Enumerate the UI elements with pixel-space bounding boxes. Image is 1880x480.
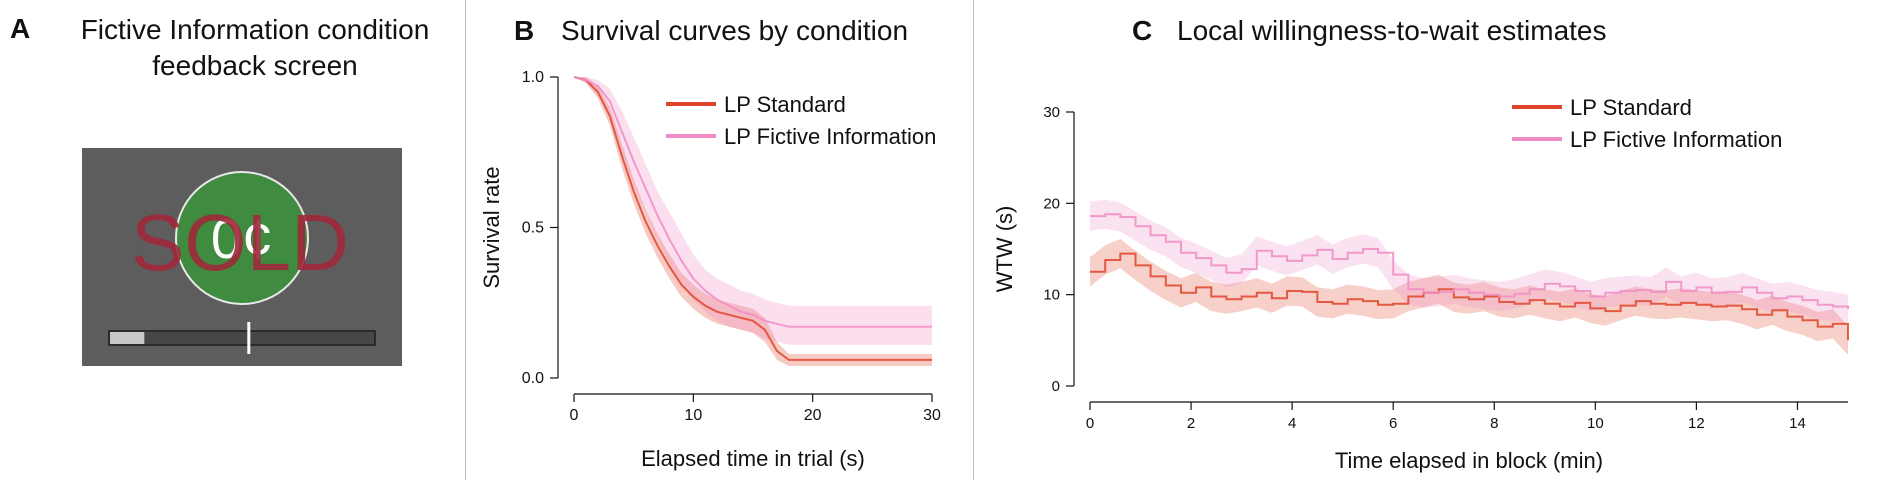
feedback-screen-illustration: 0¢ SOLD <box>82 148 402 366</box>
panel-a: A Fictive Information condition feedback… <box>0 0 465 480</box>
survival-y-tick-label: 1.0 <box>522 69 544 86</box>
wtw-x-tick-label: 2 <box>1187 415 1195 432</box>
wtw-line-1 <box>1090 213 1849 310</box>
wtw-y-tick-label: 30 <box>1043 104 1060 121</box>
panel-a-label: A <box>10 13 31 44</box>
wtw-legend-label-0: LP Standard <box>1570 95 1692 120</box>
survival-line-1 <box>573 76 932 328</box>
wtw-y-tick-label: 0 <box>1052 378 1060 395</box>
wtw-chart: 0 2 4 6 8 10 12 14 0 10 20 30 Time elapsed in block … <box>992 95 1849 473</box>
survival-legend-label-1: LP Fictive Information <box>724 124 936 149</box>
divider-b-c <box>973 0 974 480</box>
progress-fill <box>110 332 145 344</box>
panel-c: C Local willingness-to-wait estimates 0 2… <box>974 0 1880 480</box>
wtw-y-tick-label: 10 <box>1043 287 1060 304</box>
survival-x-tick-label: 30 <box>923 407 941 424</box>
coin-circle <box>175 171 309 305</box>
wtw-x-tick-label: 0 <box>1086 415 1094 432</box>
panel-c-label: C <box>1132 15 1153 46</box>
wtw-x-tick-label: 14 <box>1789 415 1806 432</box>
survival-y-tick-label: 0.0 <box>522 370 544 387</box>
time-marker <box>247 322 251 354</box>
wtw-x-tick-label: 10 <box>1587 415 1604 432</box>
wtw-x-tick-label: 4 <box>1288 415 1296 432</box>
coin-value: 0¢ <box>211 207 273 270</box>
wtw-x-axis-label: Time elapsed in block (min) <box>1335 448 1603 473</box>
survival-y-axis-label: Survival rate <box>479 166 504 288</box>
panel-b-title: Survival curves by condition <box>561 15 909 46</box>
panel-a-title: Fictive Information condition feedback s… <box>50 12 460 84</box>
panel-b-label: B <box>514 15 535 46</box>
wtw-x-tick-label: 12 <box>1688 415 1705 432</box>
survival-line-0 <box>573 76 932 361</box>
survival-band-1 <box>574 77 932 345</box>
panel-c-title: Local willingness-to-wait estimates <box>1177 15 1607 46</box>
wtw-x-tick-label: 6 <box>1389 415 1397 432</box>
wtw-y-axis-label: WTW (s) <box>992 206 1017 293</box>
wtw-x-tick-label: 8 <box>1490 415 1498 432</box>
panel-a-title-line1: Fictive Information condition <box>80 14 430 45</box>
survival-x-axis-label: Elapsed time in trial (s) <box>641 446 865 471</box>
sold-stamp: SOLD <box>131 198 349 287</box>
divider-a-b <box>465 0 466 480</box>
wtw-legend-label-1: LP Fictive Information <box>1570 127 1782 152</box>
survival-legend-label-0: LP Standard <box>724 92 846 117</box>
survival-y-tick-label: 0.5 <box>522 220 544 237</box>
progress-track <box>108 330 376 346</box>
panel-b: B Survival curves by condition 0 10 20 30 0.… <box>466 0 973 480</box>
wtw-line-0 <box>1090 252 1849 341</box>
survival-x-tick-label: 20 <box>804 407 822 424</box>
wtw-y-tick-label: 20 <box>1043 195 1060 212</box>
survival-x-tick-label: 0 <box>570 407 579 424</box>
panel-a-title-line2: feedback screen <box>152 50 358 81</box>
survival-chart: 0 10 20 30 0.0 0.5 1.0 Elapsed time in trial (s… <box>479 69 941 471</box>
survival-x-tick-label: 10 <box>684 407 702 424</box>
